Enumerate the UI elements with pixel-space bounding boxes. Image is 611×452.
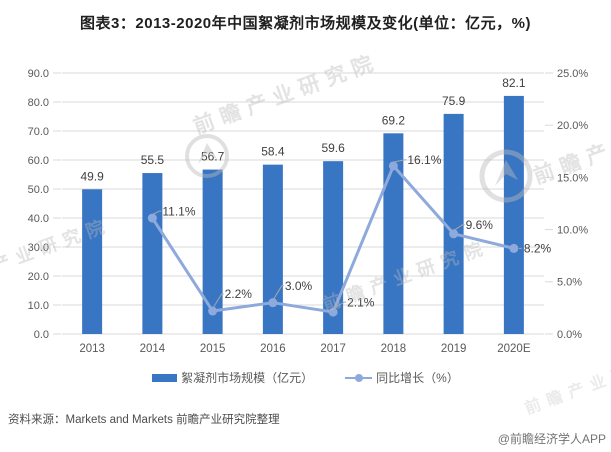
label-leader-line — [333, 301, 347, 309]
x-axis-label: 2017 — [320, 343, 346, 355]
marker-2015 — [208, 306, 218, 316]
growth-value-label: 9.6% — [466, 218, 494, 232]
right-axis-tick-label: 25.0% — [557, 68, 588, 80]
bar-value-label: 55.5 — [141, 153, 165, 167]
growth-value-label: 8.2% — [524, 242, 552, 256]
x-axis-label: 2016 — [260, 343, 286, 355]
y-axis-tick-label: 40.0 — [28, 213, 49, 225]
marker-2018 — [388, 161, 398, 171]
bar-2018 — [383, 133, 404, 334]
label-leader-line — [213, 293, 224, 308]
bar-2016 — [262, 164, 283, 334]
marker-2017 — [328, 307, 338, 317]
y-axis-tick-label: 80.0 — [28, 97, 49, 109]
x-axis-label: 2014 — [140, 343, 166, 355]
bar-value-label: 58.4 — [261, 145, 285, 159]
source-text: Markets and Markets 前瞻产业研究院整理 — [65, 414, 280, 426]
bar-2014 — [142, 173, 163, 334]
source-prefix: 资料来源： — [8, 414, 66, 426]
label-leader-line — [394, 159, 407, 163]
right-axis-tick-label: 20.0% — [557, 120, 588, 132]
label-leader-line — [454, 224, 465, 231]
legend-bar-swatch — [152, 373, 178, 382]
growth-value-label: 3.0% — [285, 279, 313, 293]
y-axis-tick-label: 70.0 — [28, 126, 49, 138]
right-axis-tick-label: 10.0% — [557, 224, 588, 236]
marker-2019 — [449, 229, 459, 239]
marker-2020E — [509, 243, 519, 253]
marker-2014 — [147, 213, 157, 223]
right-axis-tick-label: 5.0% — [557, 277, 582, 289]
legend-line-label: 同比增长（%） — [376, 371, 459, 385]
label-leader-line — [273, 285, 284, 299]
x-axis-label: 2018 — [381, 343, 407, 355]
x-axis-label: 2013 — [79, 343, 105, 355]
marker-2016 — [268, 298, 278, 308]
chart-title: 图表3：2013-2020年中国絮凝剂市场规模及变化(单位：亿元，%) — [80, 15, 531, 32]
y-axis-tick-label: 10.0 — [28, 300, 49, 312]
bar-2015 — [202, 169, 223, 334]
y-axis-tick-label: 50.0 — [28, 184, 49, 196]
label-leader-line — [153, 210, 162, 215]
y-axis-tick-label: 30.0 — [28, 242, 49, 254]
bar-value-label: 69.2 — [382, 113, 406, 127]
y-axis-tick-label: 20.0 — [28, 271, 49, 283]
bar-2013 — [82, 189, 103, 334]
x-axis-label: 2015 — [200, 343, 226, 355]
legend-item-market-size: 絮凝剂市场规模（亿元） — [152, 369, 313, 386]
bar-2020E — [503, 95, 524, 334]
growth-value-label: 16.1% — [407, 153, 441, 167]
y-axis-tick-label: 60.0 — [28, 155, 49, 167]
x-axis-label: 2020E — [497, 343, 531, 355]
bar-2019 — [443, 113, 464, 334]
legend-line-swatch — [345, 373, 373, 382]
growth-value-label: 2.2% — [225, 287, 253, 301]
legend-item-growth: 同比增长（%） — [345, 369, 459, 386]
bar-value-label: 59.6 — [321, 141, 345, 155]
x-axis-label: 2019 — [441, 343, 467, 355]
bar-value-label: 49.9 — [80, 169, 104, 183]
growth-value-label: 11.1% — [162, 204, 195, 218]
bar-2017 — [323, 161, 344, 334]
bar-value-label: 75.9 — [442, 94, 466, 108]
y-axis-tick-label: 90.0 — [28, 68, 49, 80]
right-axis-tick-label: 15.0% — [557, 172, 588, 184]
chart-legend: 絮凝剂市场规模（亿元） 同比增长（%） — [0, 369, 611, 386]
growth-value-label: 2.1% — [347, 295, 375, 309]
right-axis-tick-label: 0.0% — [557, 329, 582, 341]
credit-note: @前瞻经济学人APP — [497, 432, 606, 446]
bar-value-label: 56.7 — [201, 150, 225, 164]
bar-value-label: 82.1 — [502, 76, 526, 90]
source-note: 资料来源：Markets and Markets 前瞻产业研究院整理 — [8, 411, 280, 427]
y-axis-tick-label: 0.0 — [34, 329, 49, 341]
legend-bar-label: 絮凝剂市场规模（亿元） — [181, 371, 314, 385]
